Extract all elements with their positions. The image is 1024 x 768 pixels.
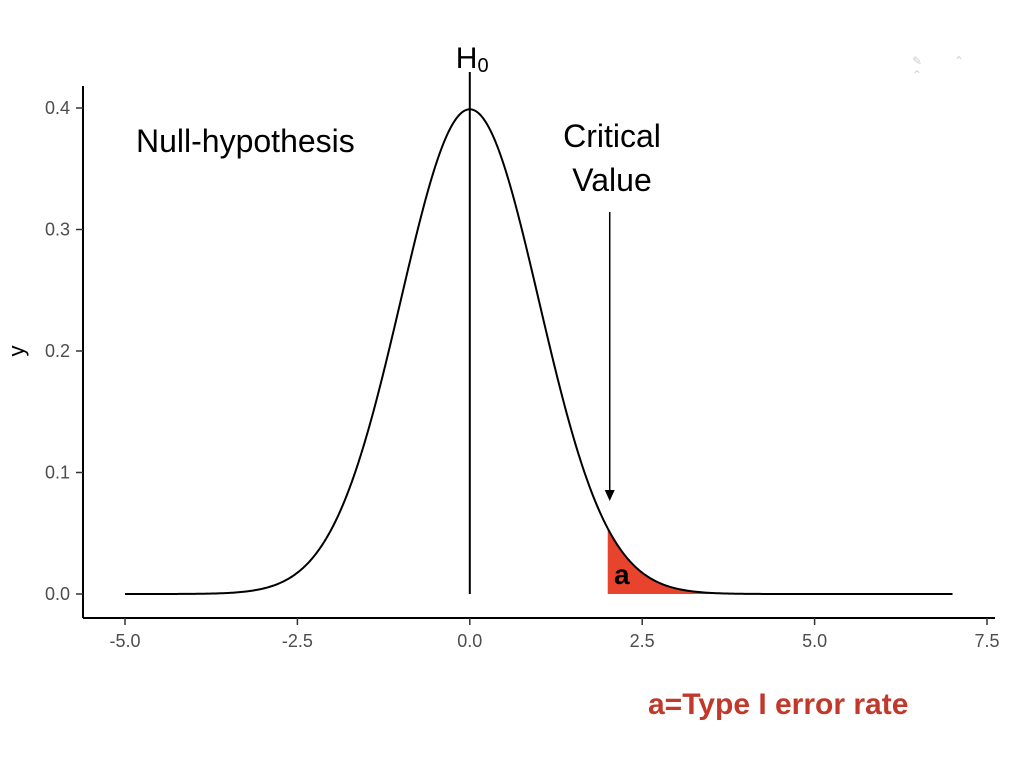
x-tick-label: 5.0 <box>802 631 827 651</box>
null-hypothesis-label: Null-hypothesis <box>136 123 355 159</box>
critical-value-label-line1: Critical <box>563 118 661 154</box>
annotation-layer: H0 Null-hypothesis Critical Value a <box>136 42 661 594</box>
footer-note: a=Type I error rate <box>648 688 909 721</box>
critical-value-label-line2: Value <box>572 162 651 198</box>
y-tick-label: 0.4 <box>45 98 70 118</box>
x-tick-label: 2.5 <box>630 631 655 651</box>
y-axis-title: y <box>4 346 29 357</box>
shade-layer <box>607 528 746 594</box>
density-curve <box>125 108 953 595</box>
x-tick-label: -5.0 <box>109 631 140 651</box>
y-tick-label: 0.2 <box>45 341 70 361</box>
critical-value-arrowhead <box>604 490 615 501</box>
corner-decor-icons: ✎ ⌃ ⌃ <box>912 54 978 82</box>
y-tick-label: 0.1 <box>45 463 70 483</box>
axes-layer: -5.0 -2.5 0.0 2.5 5.0 7.5 0.0 0.1 0.2 0.3 0.4 y <box>4 86 1000 651</box>
h0-label: H0 <box>456 42 489 77</box>
x-tick-label: 7.5 <box>974 631 999 651</box>
shaded-area-alpha <box>607 528 746 594</box>
y-tick-label: 0.0 <box>45 584 70 604</box>
x-tick-label: 0.0 <box>457 631 482 651</box>
alpha-region-label: a <box>614 559 630 590</box>
y-tick-label: 0.3 <box>45 220 70 240</box>
curve-layer <box>125 108 953 595</box>
x-tick-label: -2.5 <box>282 631 313 651</box>
